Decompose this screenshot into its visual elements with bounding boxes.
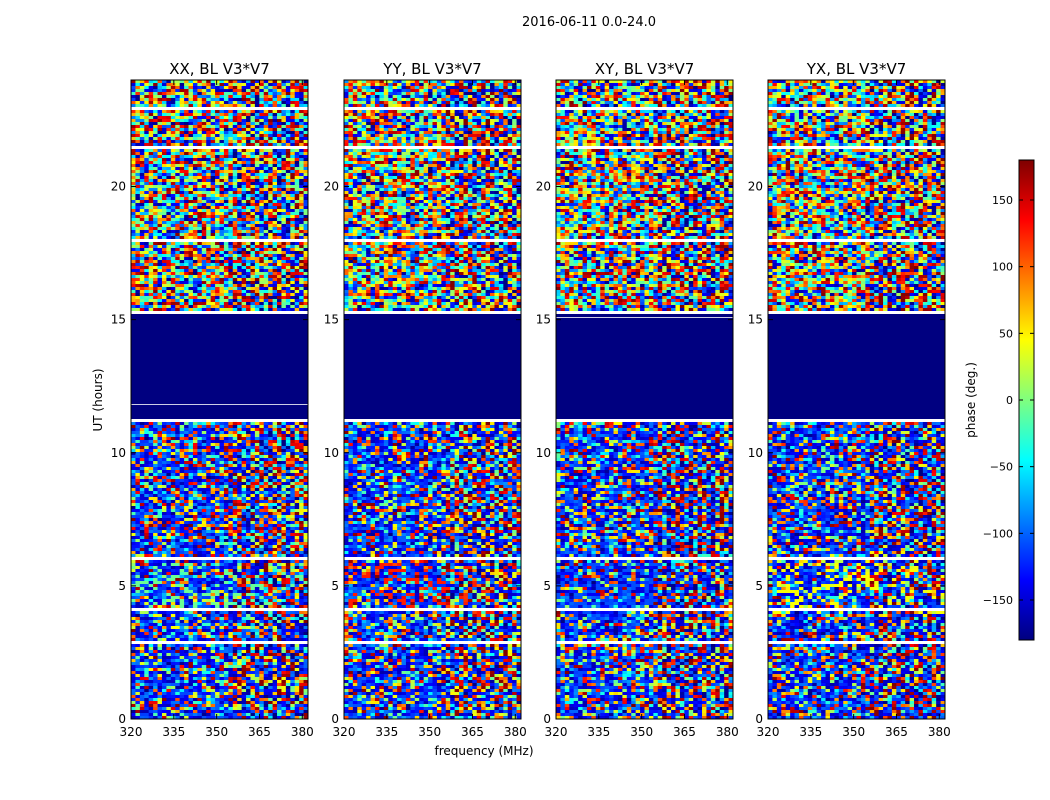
colorbar-tick-label: −100: [983, 527, 1013, 540]
y-tick-label: 0: [755, 712, 763, 726]
colorbar-tick-label: 50: [999, 327, 1013, 340]
colorbar-tick-label: 0: [1006, 394, 1013, 407]
y-tick-label: 0: [543, 712, 551, 726]
colorbar-label: phase (deg.): [964, 362, 978, 438]
y-tick-label: 15: [748, 313, 763, 327]
y-tick-label: 15: [324, 313, 339, 327]
x-tick-label: 380: [504, 725, 527, 739]
x-tick-label: 365: [248, 725, 271, 739]
colorbar-tick-label: −50: [990, 461, 1013, 474]
y-tick-label: 5: [118, 579, 126, 593]
y-tick-label: 5: [755, 579, 763, 593]
x-tick-label: 365: [885, 725, 908, 739]
y-tick-label: 10: [748, 446, 763, 460]
colorbar-tick-label: 100: [992, 261, 1013, 274]
panel-0: XX, BL V3*V7 320 335 350 365 380 0 5 10 15 20: [111, 60, 314, 739]
y-tick-label: 20: [324, 180, 339, 194]
y-tick-label: 20: [748, 180, 763, 194]
y-tick-label: 0: [118, 712, 126, 726]
panel-frame: [555, 79, 734, 720]
figure-suptitle: 2016-06-11 0.0-24.0: [522, 15, 656, 30]
x-tick-label: 320: [333, 725, 356, 739]
panel-3: YX, BL V3*V7 320 335 350 365 380 0 5 10 15 20: [748, 60, 951, 739]
x-tick-label: 320: [120, 725, 143, 739]
x-tick-label: 320: [757, 725, 780, 739]
x-tick-label: 380: [291, 725, 314, 739]
y-tick-label: 10: [111, 446, 126, 460]
panel-frame: [343, 79, 522, 720]
x-tick-label: 335: [162, 725, 185, 739]
y-tick-label: 15: [536, 313, 551, 327]
panel-frame: [767, 79, 946, 720]
y-tick-label: 10: [536, 446, 551, 460]
y-tick-label: 15: [111, 313, 126, 327]
y-tick-label: 10: [324, 446, 339, 460]
heatmap-image: [344, 80, 521, 719]
colorbar-tick-label: −150: [983, 594, 1013, 607]
x-tick-label: 335: [587, 725, 610, 739]
panel-title: XX, BL V3*V7: [169, 60, 270, 78]
y-axis-label: UT (hours): [91, 368, 105, 431]
y-tick-label: 0: [331, 712, 339, 726]
x-tick-label: 335: [375, 725, 398, 739]
panel-title: YY, BL V3*V7: [382, 60, 481, 78]
heatmap-image: [131, 80, 308, 719]
colorbar: 150 100 50 0 −50 −100 −150: [983, 159, 1035, 641]
colorbar-tick-label: 150: [992, 194, 1013, 207]
y-tick-label: 5: [543, 579, 551, 593]
heatmap-image: [768, 80, 945, 719]
x-tick-label: 380: [716, 725, 739, 739]
panel-title: YX, BL V3*V7: [806, 60, 907, 78]
panel-2: XY, BL V3*V7 320 335 350 365 380 0 5 10 15 20: [536, 60, 739, 739]
panel-frame: [130, 79, 309, 720]
y-tick-label: 5: [331, 579, 339, 593]
x-tick-label: 350: [630, 725, 653, 739]
x-tick-label: 350: [418, 725, 441, 739]
x-tick-label: 365: [673, 725, 696, 739]
y-tick-label: 20: [536, 180, 551, 194]
x-tick-label: 335: [799, 725, 822, 739]
heatmap-image: [556, 80, 733, 719]
panel-1: YY, BL V3*V7 320 335 350 365 380 0 5 10 15 20: [324, 60, 527, 739]
x-tick-label: 320: [545, 725, 568, 739]
x-tick-label: 350: [205, 725, 228, 739]
x-axis-label: frequency (MHz): [434, 744, 533, 758]
x-tick-label: 350: [842, 725, 865, 739]
panel-title: XY, BL V3*V7: [595, 60, 695, 78]
x-tick-label: 365: [461, 725, 484, 739]
y-tick-label: 20: [111, 180, 126, 194]
x-tick-label: 380: [928, 725, 951, 739]
